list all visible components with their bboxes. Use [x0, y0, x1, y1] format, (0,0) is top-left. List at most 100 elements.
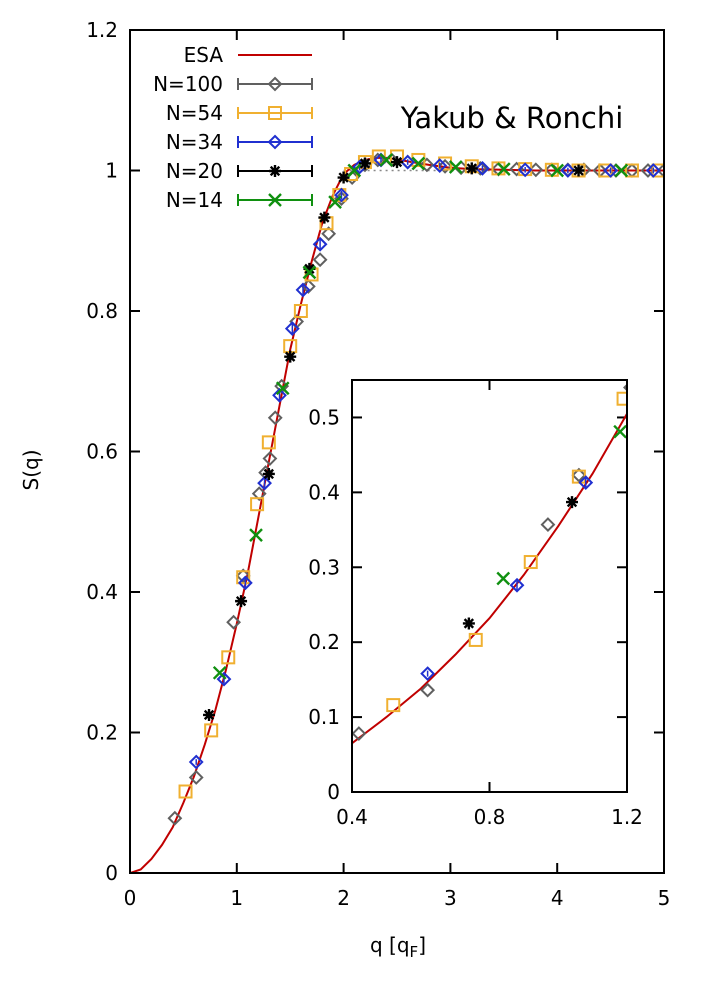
main-point-shape [656, 163, 664, 178]
main-point [249, 528, 263, 542]
main-point-shape [188, 770, 204, 785]
inset-x-tick-label: 0.8 [474, 805, 506, 829]
main-point [188, 770, 204, 785]
legend-marker [269, 165, 281, 177]
legend-label: N=14 [166, 188, 223, 212]
main-point-shape [496, 162, 511, 176]
inset-series-n20 [462, 496, 578, 630]
inset-point-shape [496, 571, 511, 586]
main-series-n14 [212, 153, 629, 680]
main-point-shape [188, 754, 204, 770]
legend-marker-shape [267, 134, 283, 150]
inset-x-tick-label: 0.4 [336, 805, 368, 829]
y-axis-label: S(q) [19, 450, 43, 491]
inset-point-shape [571, 467, 587, 483]
main-point [614, 163, 629, 178]
main-point-shape [221, 650, 236, 665]
main-point-shape [251, 486, 267, 502]
main-point [391, 156, 403, 169]
inset-plot-area [352, 380, 627, 792]
inset-point-shape [420, 682, 436, 698]
inset-point-shape [462, 617, 475, 630]
main-point-shape [267, 410, 283, 426]
main-point [572, 164, 585, 177]
main-point-shape [614, 163, 629, 178]
main-point [221, 650, 236, 665]
main-frame [129, 29, 665, 874]
main-point [284, 350, 297, 363]
inset-y-tick-label: 0.4 [308, 480, 340, 504]
inset-frame [351, 379, 628, 793]
main-point-shape [203, 708, 216, 721]
main-point [332, 188, 347, 203]
main-point [603, 163, 619, 178]
main-point-shape [337, 171, 350, 184]
main-point-shape [334, 187, 349, 203]
x-axis-label-main: q [q [370, 933, 410, 957]
main-point-shape [328, 195, 342, 209]
main-point [472, 160, 488, 176]
annotation-label: Yakub & Ronchi [400, 101, 624, 135]
main-x-tick-label: 5 [658, 886, 671, 910]
main-point-shape [448, 160, 463, 174]
main-point [337, 171, 350, 184]
main-point-shape [572, 164, 585, 177]
main-data-layer [130, 149, 664, 873]
main-point [250, 497, 265, 512]
inset-esa-curve [352, 411, 627, 745]
main-point [236, 570, 251, 585]
main-point-shape [318, 211, 331, 224]
inset-point [523, 555, 538, 570]
inset-point-shape [420, 666, 436, 682]
legend-marker [268, 106, 282, 120]
main-point [303, 262, 316, 275]
main-point-shape [272, 387, 287, 403]
main-point [284, 321, 300, 336]
main-point [411, 156, 426, 171]
main-point [226, 614, 242, 630]
main-point [550, 163, 565, 178]
main-point-shape [250, 497, 265, 512]
main-x-tick-label: 1 [230, 886, 243, 910]
main-point [312, 252, 328, 268]
main-point-shape [472, 160, 488, 176]
main-point-shape [517, 162, 533, 178]
main-point-shape [302, 265, 317, 280]
inset-point-shape [616, 391, 627, 406]
inset-point [509, 577, 525, 593]
main-point [328, 195, 342, 209]
inset-point-shape [468, 632, 483, 647]
legend-label: N=34 [166, 130, 223, 154]
legend-entry-n20: N=20 [166, 159, 313, 183]
main-x-tick-label: 2 [337, 886, 350, 910]
main-point [272, 387, 287, 403]
inset-point [578, 475, 594, 491]
main-point [235, 568, 251, 584]
main-y-tick-label: 1.2 [86, 18, 118, 42]
inset-point [386, 698, 401, 713]
main-point [379, 153, 394, 167]
inset-point [496, 571, 511, 586]
legend-label: N=20 [166, 159, 223, 183]
inset-y-tick-label: 0.5 [308, 405, 340, 429]
main-point-shape [262, 451, 278, 466]
main-point-shape [475, 160, 490, 176]
inset-point [571, 467, 587, 483]
main-point-shape [400, 154, 416, 170]
main-point [212, 665, 227, 680]
main-point [560, 163, 576, 178]
main-point-shape [295, 282, 311, 298]
x-axis-label-subscript: F [410, 943, 419, 961]
main-point [261, 435, 276, 450]
main-point [267, 410, 283, 426]
main-point-shape [236, 570, 251, 585]
main-point-shape [465, 162, 478, 175]
main-point-shape [216, 671, 232, 687]
inset-point-shape [578, 475, 594, 491]
main-point [204, 723, 219, 738]
main-point [419, 157, 435, 173]
main-point [275, 381, 290, 396]
legend-marker-shape [268, 193, 282, 207]
main-point [656, 163, 664, 178]
main-y-tick-label: 0.4 [86, 580, 118, 604]
